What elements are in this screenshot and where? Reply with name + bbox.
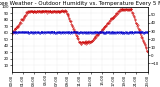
Title: Milwaukee Weather - Outdoor Humidity vs. Temperature Every 5 Minutes: Milwaukee Weather - Outdoor Humidity vs.… [0,1,160,6]
